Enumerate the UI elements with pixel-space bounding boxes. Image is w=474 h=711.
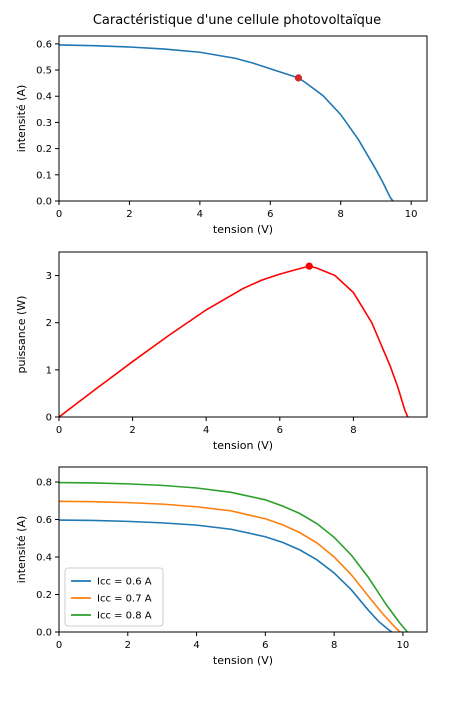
y-tick-label: 0.0 — [36, 628, 52, 639]
legend-entry: Icc = 0.6 A — [97, 577, 152, 588]
figure-title: Caractéristique d'une cellule photovolta… — [93, 13, 381, 28]
x-tick-label: 8 — [338, 209, 344, 220]
x-tick-label: 8 — [331, 640, 337, 651]
x-axis-label: tension (V) — [213, 439, 273, 452]
x-tick-label: 0 — [56, 209, 62, 220]
x-tick-label: 4 — [193, 640, 199, 651]
series-line-2-1 — [58, 265, 409, 418]
x-tick-label: 6 — [267, 209, 273, 220]
y-tick-label: 1 — [46, 365, 52, 376]
y-tick-label: 0.2 — [36, 590, 52, 601]
series-line-3-3 — [58, 481, 409, 633]
plot-2: 0 2 4 6 8 0 1 2 3 tension (V) puissance (W) — [15, 251, 428, 452]
x-tick-label: 4 — [197, 209, 203, 220]
plot-3: 0 2 4 6 8 10 0.0 0.2 0.4 0.6 0.8 tension (V) intensi… — [15, 466, 428, 667]
axes-frame — [58, 466, 428, 633]
series-line-3-2 — [58, 500, 401, 633]
y-tick-label: 0.6 — [36, 39, 52, 50]
max-power-point-marker — [294, 74, 303, 82]
x-axis-label: tension (V) — [213, 654, 273, 667]
x-tick-label: 2 — [125, 640, 131, 651]
x-tick-label: 6 — [277, 425, 283, 436]
series-line-1-1 — [58, 44, 394, 202]
x-tick-label: 0 — [56, 425, 62, 436]
axes-frame — [58, 35, 428, 202]
axes-frame — [58, 251, 428, 418]
legend-entry: Icc = 0.7 A — [97, 594, 152, 605]
x-axis-label: tension (V) — [213, 223, 273, 236]
y-tick-label: 0.8 — [36, 478, 52, 489]
y-axis-label: intensité (A) — [15, 516, 28, 584]
y-tick-label: 0.2 — [36, 144, 52, 155]
y-tick-label: 3 — [46, 271, 52, 282]
y-axis-label: puissance (W) — [15, 296, 28, 374]
y-tick-label: 2 — [46, 318, 52, 329]
y-tick-label: 0.6 — [36, 515, 52, 526]
x-tick-label: 10 — [405, 209, 418, 220]
legend: Icc = 0.6 A Icc = 0.7 A Icc = 0.8 A — [64, 567, 164, 627]
x-tick-label: 0 — [56, 640, 62, 651]
x-tick-label: 8 — [350, 425, 356, 436]
x-tick-label: 2 — [129, 425, 135, 436]
y-tick-label: 0.4 — [36, 553, 52, 564]
y-tick-label: 0.5 — [36, 66, 52, 77]
y-tick-label: 0.3 — [36, 118, 52, 129]
x-tick-label: 6 — [262, 640, 268, 651]
y-tick-label: 0.1 — [36, 170, 52, 181]
y-tick-label: 0 — [46, 413, 52, 424]
y-tick-label: 0.0 — [36, 197, 52, 208]
legend-entry: Icc = 0.8 A — [97, 611, 152, 622]
plot-1: 0 2 4 6 8 10 0.0 0.1 0.2 0.3 0.4 0.5 0.6 tension (V) i… — [15, 35, 428, 236]
series-line-3-1 — [58, 519, 393, 633]
y-axis-label: intensité (A) — [15, 85, 28, 153]
x-tick-label: 2 — [126, 209, 132, 220]
x-tick-label: 10 — [397, 640, 410, 651]
legend-box — [64, 567, 164, 627]
y-tick-label: 0.4 — [36, 92, 52, 103]
max-power-point-marker — [305, 262, 313, 270]
x-tick-label: 4 — [203, 425, 209, 436]
